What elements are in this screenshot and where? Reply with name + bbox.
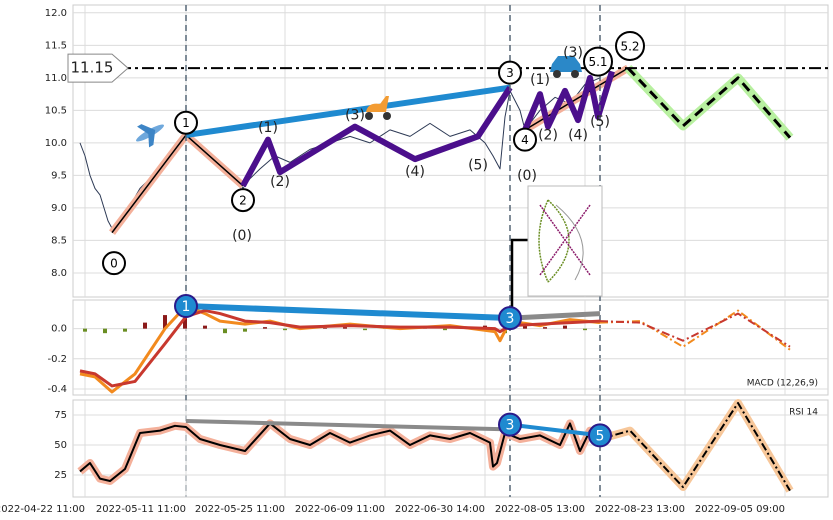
histogram-bar — [203, 325, 207, 329]
y-tick-label: -0.4 — [47, 384, 67, 395]
indicator-label: MACD (12,26,9) — [747, 379, 818, 389]
line — [185, 303, 511, 322]
wave-label: (1) — [258, 120, 278, 136]
wave-marker — [615, 30, 645, 61]
histogram-bar — [143, 322, 147, 329]
histogram-bar — [163, 315, 167, 329]
wave-marker — [588, 423, 612, 448]
wave-marker — [102, 251, 126, 276]
level-label: 11.15 — [71, 59, 114, 77]
line — [240, 85, 513, 188]
car-icon — [550, 56, 582, 78]
wave-label: 3 — [506, 311, 515, 327]
y-tick-label: 8.0 — [51, 268, 67, 279]
y-tick-label: 0.0 — [51, 324, 67, 335]
wave-marker — [174, 294, 198, 319]
y-tick-label: 9.5 — [51, 170, 67, 181]
x-tick-label: 2022-09-05 09:00 — [695, 504, 785, 515]
x-tick-label: 2022-08-05 13:00 — [495, 504, 585, 515]
wave-label: (3) — [563, 45, 583, 61]
inset-connector — [510, 238, 528, 318]
wave-marker — [231, 188, 255, 213]
line — [185, 419, 511, 432]
y-tick-label: 12.0 — [45, 8, 67, 19]
histogram-bar — [103, 328, 107, 334]
wave-label: 2 — [239, 194, 247, 208]
wave-label: 5.1 — [588, 55, 607, 69]
y-tick-label: 10.5 — [45, 105, 67, 116]
line — [79, 422, 601, 483]
wave-label: 1 — [182, 116, 190, 130]
wave-label: 1 — [182, 299, 191, 315]
wave-marker — [174, 110, 198, 135]
wave-label: (1) — [530, 72, 550, 88]
histogram-bar — [243, 328, 247, 332]
wave-label: (5) — [590, 114, 610, 130]
wave-label: (5) — [468, 158, 488, 174]
x-tick-label: 2022-05-25 11:00 — [195, 504, 285, 515]
wave-label: (4) — [568, 128, 588, 144]
wave-marker — [498, 306, 522, 331]
histogram-bar — [363, 328, 367, 331]
y-tick-label: 50 — [54, 440, 67, 451]
wave-label: (3) — [345, 108, 365, 124]
wave-label: (2) — [538, 128, 558, 144]
histogram-bar — [263, 327, 267, 329]
histogram-bar — [123, 328, 127, 332]
wave-label: (4) — [405, 164, 425, 180]
wave-marker — [513, 127, 537, 152]
wave-label: (0) — [517, 168, 537, 184]
y-tick-label: 11.5 — [45, 40, 67, 51]
line — [599, 402, 791, 492]
line — [522, 70, 615, 132]
wave-label: 5.2 — [620, 39, 639, 53]
wave-label: (2) — [270, 174, 290, 190]
wave-label: 3 — [506, 66, 514, 80]
y-tick-label: 8.5 — [51, 235, 67, 246]
histogram-bar — [443, 328, 447, 331]
wave-marker — [498, 412, 522, 437]
histogram-bar — [343, 327, 347, 329]
y-tick-label: 9.0 — [51, 203, 67, 214]
line — [599, 309, 791, 351]
histogram-bar — [223, 328, 227, 334]
y-tick-label: -0.2 — [47, 354, 67, 365]
y-tick-label: 11.0 — [45, 73, 67, 84]
line — [185, 84, 511, 139]
histogram-bar — [183, 318, 187, 329]
histogram-bar — [543, 327, 547, 329]
wave-label: 4 — [521, 133, 529, 147]
x-tick-label: 2022-08-23 13:00 — [595, 504, 685, 515]
line — [626, 67, 792, 139]
y-tick-label: 75 — [54, 410, 67, 421]
x-tick-label: 2022-06-30 14:00 — [395, 504, 485, 515]
line — [599, 312, 791, 348]
wave-label: 5 — [596, 428, 605, 444]
y-tick-label: 25 — [54, 470, 67, 481]
y-tick-label: 10.0 — [45, 138, 67, 149]
x-tick-label: 2022-06-09 11:00 — [295, 504, 385, 515]
wave-marker — [583, 46, 613, 77]
histogram-bar — [583, 328, 587, 331]
inset-diagram — [527, 185, 603, 297]
histogram-bar — [563, 325, 567, 329]
scooter-icon — [365, 96, 391, 120]
wave-label: 3 — [506, 418, 515, 434]
wave-label: 0 — [110, 257, 118, 271]
indicator-label: RSI 14 — [789, 408, 818, 418]
histogram-bar — [523, 325, 527, 329]
rsi-panel — [72, 399, 829, 498]
x-tick-label: 2022-04-22 11:00 — [0, 504, 85, 515]
histogram-bar — [283, 328, 287, 331]
line — [509, 311, 601, 321]
histogram-bar — [83, 328, 87, 332]
level-label-box — [67, 53, 129, 83]
x-tick-label: 2022-05-11 11:00 — [96, 504, 186, 515]
line — [509, 422, 601, 438]
plane-icon — [136, 124, 164, 148]
wave-marker — [498, 60, 522, 85]
wave-label: (0) — [232, 228, 252, 244]
histogram-bar — [323, 327, 327, 329]
